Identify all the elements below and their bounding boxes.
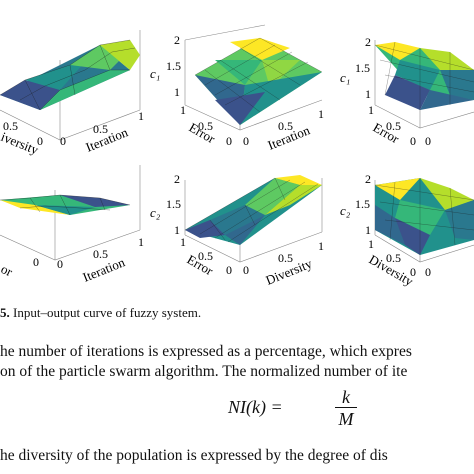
y-tick-label: 0	[37, 134, 43, 148]
origin-tick-label: 0	[243, 134, 249, 148]
mesh-surface	[375, 178, 474, 255]
y-tick-label: 0	[226, 263, 232, 277]
y-tick-label: 0	[410, 265, 416, 279]
x-tick-label: 1	[318, 239, 324, 253]
mesh-surface	[195, 38, 322, 125]
fuzzy-surface-figure: Iteration iversity 0.5 1 0.5 0 0	[0, 24, 474, 289]
x-tick-label: 0.5	[278, 119, 293, 133]
surface-plot-top-right: c₁ 2 1.5 1 1 0.5 0 0 Error	[340, 35, 474, 148]
y-tick-label: 1	[368, 103, 374, 117]
z-tick-label: 2	[365, 172, 371, 186]
figure-caption: 5. Input–output curve of fuzzy system.	[0, 305, 201, 321]
origin-tick-label: 0	[425, 134, 431, 148]
surface-plot-bottom-right: c₂ 2 1.5 1 1 0.5 0 0 Diversity	[340, 172, 474, 289]
mesh-gridlines	[0, 194, 131, 216]
figure-caption-text: Input–output curve of fuzzy system.	[9, 305, 202, 320]
z-tick-label: 2	[174, 172, 180, 186]
surface-plot-top-left: Iteration iversity 0.5 1 0.5 0 0	[0, 30, 144, 158]
y-tick-label: 0.5	[386, 119, 401, 133]
mesh-gridlines	[184, 177, 319, 243]
z-axis-label: c₁	[150, 66, 160, 81]
fraction-bar	[335, 407, 357, 408]
mesh-gridlines	[374, 41, 474, 110]
z-tick-label: 1.5	[355, 197, 370, 211]
y-tick-label: 0	[226, 134, 232, 148]
z-tick-label: 1.5	[355, 61, 370, 75]
x-tick-label: 1	[138, 235, 144, 249]
equation-denominator: M	[338, 409, 354, 429]
y-tick-label: 0	[410, 134, 416, 148]
z-tick-label: 1	[365, 87, 371, 101]
y-tick-label: 0.5	[3, 119, 18, 133]
y-axis-title: iversity	[0, 129, 41, 158]
mesh-gridlines	[374, 178, 474, 255]
x-tick-label: 0.5	[93, 247, 108, 261]
y-tick-label: 1	[180, 103, 186, 117]
z-tick-label: 1.5	[166, 59, 181, 73]
paragraph-line-1: he number of iterations is expressed as …	[0, 343, 412, 360]
y-tick-label: 1	[368, 237, 374, 251]
origin-tick-label: 0	[57, 257, 63, 271]
mesh-surface	[375, 42, 474, 110]
surface-plot-bottom-middle: c₂ 2 1.5 1 1 0.5 0 0 0.5 1 Error Diversi…	[150, 172, 324, 288]
paragraph-line-3: he diversity of the population is expres…	[0, 447, 388, 464]
y-tick-label: 0.5	[198, 249, 213, 263]
z-axis-label: c₂	[150, 205, 161, 220]
z-axis-label: c₂	[340, 203, 351, 218]
x-tick-label: 1	[318, 107, 324, 121]
surface-plot-top-middle: c₁ 2 1.5 1 1 0.5 0 0.5 1 0 Error Iterati…	[150, 24, 324, 153]
y-tick-label: 0.5	[386, 251, 401, 265]
mesh-gridlines	[0, 39, 136, 111]
figure-caption-label: 5.	[0, 305, 10, 320]
z-tick-label: 1.5	[166, 197, 181, 211]
origin-tick-label: 0	[425, 265, 431, 279]
x-tick-label: 1	[138, 109, 144, 123]
z-tick-label: 1	[174, 85, 180, 99]
z-axis-label: c₁	[340, 70, 350, 85]
z-tick-label: 1	[174, 223, 180, 237]
z-tick-label: 2	[174, 33, 180, 47]
origin-tick-label: 0	[60, 134, 66, 148]
z-tick-label: 1	[365, 223, 371, 237]
z-tick-label: 2	[365, 35, 371, 49]
x-tick-label: 0.5	[93, 122, 108, 136]
origin-tick-label: 0	[243, 263, 249, 277]
equation-lhs: NI(k) =	[228, 397, 283, 417]
surface-plot-bottom-left: or 0 0 0.5 1 Iteration	[0, 165, 144, 285]
y-axis-title: Error	[187, 120, 219, 147]
y-tick-label: 1	[180, 235, 186, 249]
mesh-gridlines	[194, 37, 323, 113]
paragraph-line-2: on of the particle swarm algorithm. The …	[0, 363, 408, 380]
mesh-surface	[185, 175, 322, 245]
y-tick-label: 0.5	[198, 119, 213, 133]
y-tick-label: 0	[33, 255, 39, 269]
equation-numerator: k	[342, 387, 350, 407]
x-tick-label: 0.5	[278, 251, 293, 265]
y-axis-title: or	[0, 261, 15, 279]
